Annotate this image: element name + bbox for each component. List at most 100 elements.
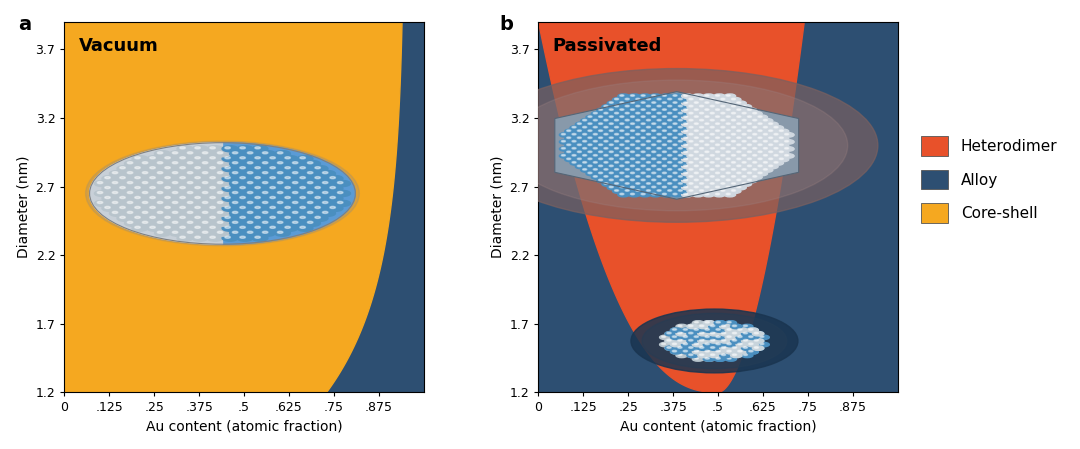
Circle shape [761,126,773,130]
Circle shape [124,190,140,197]
Circle shape [210,216,215,218]
Circle shape [179,207,186,208]
Circle shape [673,102,677,103]
Circle shape [582,148,586,149]
Circle shape [232,181,238,184]
Circle shape [244,190,260,197]
Circle shape [719,346,731,350]
Circle shape [687,324,699,329]
Circle shape [719,111,730,116]
Circle shape [255,176,260,179]
Circle shape [293,191,298,194]
Circle shape [720,169,725,170]
Circle shape [716,343,720,345]
Circle shape [735,350,747,354]
Circle shape [230,210,245,216]
Circle shape [586,136,597,141]
Circle shape [740,132,752,137]
Circle shape [737,123,741,124]
Circle shape [315,167,321,169]
Circle shape [217,152,222,154]
Circle shape [252,185,268,191]
Circle shape [312,166,328,172]
Circle shape [620,116,624,117]
Circle shape [323,211,328,213]
Circle shape [721,354,726,356]
Circle shape [714,185,725,190]
Circle shape [475,69,878,222]
Circle shape [625,119,630,121]
Circle shape [222,225,238,231]
Circle shape [625,112,630,114]
Circle shape [665,161,677,165]
Circle shape [726,137,730,138]
Circle shape [729,126,741,130]
Circle shape [747,335,758,339]
Circle shape [329,186,336,189]
Circle shape [721,332,726,334]
Circle shape [703,343,715,347]
Circle shape [698,140,710,144]
Circle shape [687,331,699,336]
Circle shape [737,151,741,153]
Circle shape [177,185,193,191]
Circle shape [705,95,708,96]
Circle shape [582,162,586,163]
Circle shape [173,211,178,213]
Circle shape [282,205,298,211]
Circle shape [238,176,253,181]
Circle shape [738,329,742,330]
Circle shape [255,186,260,189]
Circle shape [730,346,742,350]
Text: b: b [499,14,513,34]
Circle shape [705,336,710,338]
Circle shape [629,101,640,106]
Circle shape [293,221,298,224]
Circle shape [729,175,741,179]
Circle shape [725,335,737,339]
Circle shape [734,129,746,133]
Circle shape [578,158,581,159]
Circle shape [127,181,133,184]
Circle shape [731,141,735,142]
Circle shape [774,162,778,163]
Circle shape [700,169,703,170]
Circle shape [738,350,742,352]
Circle shape [192,215,207,221]
Circle shape [732,347,737,348]
Circle shape [742,141,746,142]
Circle shape [711,347,715,348]
Circle shape [737,130,741,132]
Circle shape [173,162,178,164]
Circle shape [678,119,683,121]
Circle shape [758,116,762,117]
Circle shape [725,157,735,162]
Circle shape [143,172,148,174]
Circle shape [681,115,693,119]
Circle shape [767,136,779,141]
Circle shape [158,181,163,184]
Circle shape [639,143,650,148]
Circle shape [604,112,608,114]
Circle shape [177,176,193,181]
Circle shape [650,172,661,176]
Circle shape [586,150,597,154]
Circle shape [572,148,576,149]
Circle shape [676,154,688,158]
Circle shape [731,119,735,121]
Circle shape [629,164,640,169]
Circle shape [708,168,719,172]
Circle shape [725,343,737,347]
Circle shape [719,147,730,151]
Circle shape [179,167,186,169]
Circle shape [315,176,321,179]
Circle shape [660,115,672,119]
Circle shape [293,181,298,184]
Circle shape [714,101,725,106]
Circle shape [684,95,688,96]
Circle shape [678,98,683,100]
Circle shape [719,140,730,144]
Circle shape [282,176,298,181]
Circle shape [673,343,676,345]
Circle shape [719,353,731,357]
